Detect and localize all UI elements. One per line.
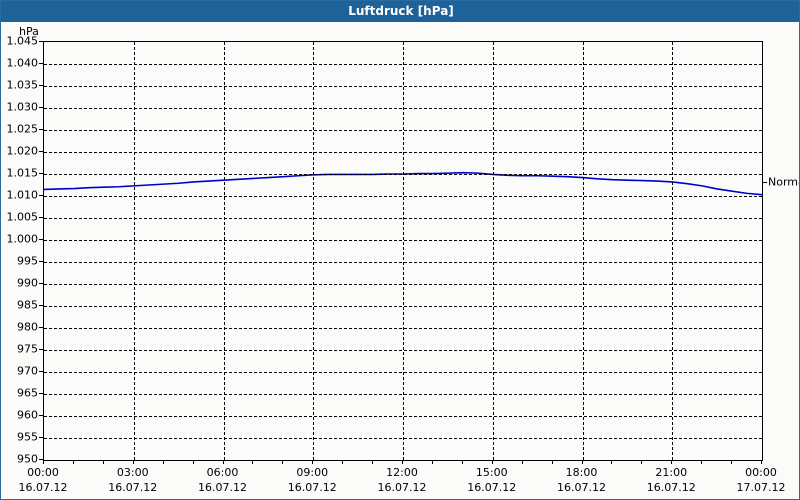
y-tick-mark xyxy=(39,393,43,394)
y-tick-label: 1.040 xyxy=(6,56,39,70)
y-tick-label: 955 xyxy=(17,430,38,444)
x-tick-label-time: 12:00 xyxy=(386,466,418,479)
vertical-gridline xyxy=(492,42,494,460)
vertical-gridline xyxy=(403,42,404,460)
y-tick-label: 1.045 xyxy=(6,34,39,48)
y-tick-mark xyxy=(39,217,43,218)
y-axis-title: hPa xyxy=(19,25,39,38)
x-tick-label-date: 16.07.12 xyxy=(646,481,696,494)
x-tick-mark-minor xyxy=(162,460,164,464)
x-tick-mark-minor xyxy=(192,460,194,464)
y-tick-mark xyxy=(39,415,43,416)
y-tick-mark xyxy=(39,283,43,284)
y-tick-mark xyxy=(39,239,43,240)
y-tick-label: 990 xyxy=(17,276,38,290)
y-tick-mark xyxy=(39,305,43,306)
y-tick-mark xyxy=(39,459,43,460)
y-tick-mark xyxy=(39,371,43,372)
normal-tick-mark xyxy=(762,181,767,183)
x-tick-label-time: 09:00 xyxy=(296,466,329,479)
x-tick-mark-major xyxy=(222,460,224,464)
vertical-gridline xyxy=(313,42,315,460)
x-tick-mark-minor xyxy=(521,460,523,464)
x-tick-mark-minor xyxy=(641,460,643,464)
x-tick-mark-major xyxy=(671,460,673,464)
x-tick-mark-major xyxy=(491,460,493,464)
y-tick-label: 1.035 xyxy=(6,78,39,92)
y-tick-label: 995 xyxy=(17,254,38,268)
x-tick-label-time: 00:00 xyxy=(27,466,59,479)
x-tick-mark-minor xyxy=(102,460,104,464)
y-tick-mark xyxy=(39,261,43,262)
y-tick-label: 985 xyxy=(17,298,38,312)
y-tick-mark xyxy=(39,173,43,174)
x-tick-label-time: 15:00 xyxy=(475,466,508,479)
x-tick-label-date: 16.07.12 xyxy=(18,481,68,494)
x-tick-mark-major xyxy=(312,460,314,464)
x-tick-mark-minor xyxy=(551,460,553,464)
x-tick-mark-minor xyxy=(431,460,433,464)
y-tick-label: 965 xyxy=(17,386,38,400)
y-tick-label: 1.025 xyxy=(6,122,39,136)
y-tick-label: 1.000 xyxy=(6,232,39,246)
y-tick-label: 970 xyxy=(17,364,38,378)
x-tick-mark-major xyxy=(132,460,134,464)
y-tick-label: 1.005 xyxy=(6,210,39,224)
window-title: Luftdruck [hPa] xyxy=(1,1,799,22)
x-tick-mark-minor xyxy=(611,460,613,464)
y-tick-label: 975 xyxy=(17,342,38,356)
x-tick-mark-major xyxy=(581,460,583,464)
x-tick-label-date: 16.07.12 xyxy=(377,481,427,494)
y-tick-mark xyxy=(39,151,43,152)
x-tick-label-date: 16.07.12 xyxy=(287,481,337,494)
x-tick-mark-minor xyxy=(372,460,374,464)
x-tick-mark-minor xyxy=(72,460,74,464)
x-tick-label-date: 16.07.12 xyxy=(198,481,247,494)
x-tick-mark-minor xyxy=(342,460,344,464)
vertical-gridline xyxy=(223,42,225,460)
x-tick-label-date: 17.07.12 xyxy=(736,481,786,494)
x-tick-mark-minor xyxy=(282,460,284,464)
y-tick-mark xyxy=(39,63,43,64)
y-tick-mark xyxy=(39,129,43,130)
x-tick-mark-minor xyxy=(701,460,703,464)
x-tick-mark-major xyxy=(402,460,403,464)
x-tick-mark-minor xyxy=(461,460,463,464)
chart-canvas: hPa 1.045 1.040 1.035 1.030 1.025 1.020 1.015 1… xyxy=(1,22,799,499)
x-tick-label-date: 16.07.12 xyxy=(108,481,158,494)
y-tick-mark xyxy=(39,349,43,350)
normal-label: Normal xyxy=(768,175,799,189)
y-tick-mark xyxy=(39,195,43,196)
x-tick-mark-major xyxy=(43,460,44,464)
x-tick-label-time: 00:00 xyxy=(745,466,777,479)
x-tick-mark-minor xyxy=(252,460,254,464)
x-tick-label-date: 16.07.12 xyxy=(467,481,517,494)
x-tick-label-time: 21:00 xyxy=(655,466,688,479)
y-tick-label: 1.010 xyxy=(6,188,39,202)
y-tick-label: 1.030 xyxy=(6,100,39,114)
y-tick-label: 1.020 xyxy=(6,144,39,158)
y-tick-label: 980 xyxy=(17,320,38,334)
y-tick-mark xyxy=(39,327,43,328)
y-tick-mark xyxy=(39,85,43,86)
x-tick-label-time: 18:00 xyxy=(565,466,598,479)
y-tick-label: 960 xyxy=(17,408,38,422)
y-tick-mark xyxy=(39,437,43,438)
x-tick-label-time: 03:00 xyxy=(116,466,149,479)
plot-area xyxy=(43,41,763,461)
vertical-gridline xyxy=(582,42,584,460)
y-tick-label: 950 xyxy=(17,452,38,466)
vertical-gridline xyxy=(672,42,674,460)
y-tick-mark xyxy=(39,41,43,42)
x-tick-label-time: 06:00 xyxy=(206,466,239,479)
x-tick-mark-minor xyxy=(731,460,733,464)
vertical-gridline xyxy=(133,42,135,460)
x-tick-mark-major xyxy=(761,460,762,464)
y-tick-mark xyxy=(39,107,43,108)
x-tick-label-date: 16.07.12 xyxy=(557,481,606,494)
y-tick-label: 1.015 xyxy=(6,166,39,180)
